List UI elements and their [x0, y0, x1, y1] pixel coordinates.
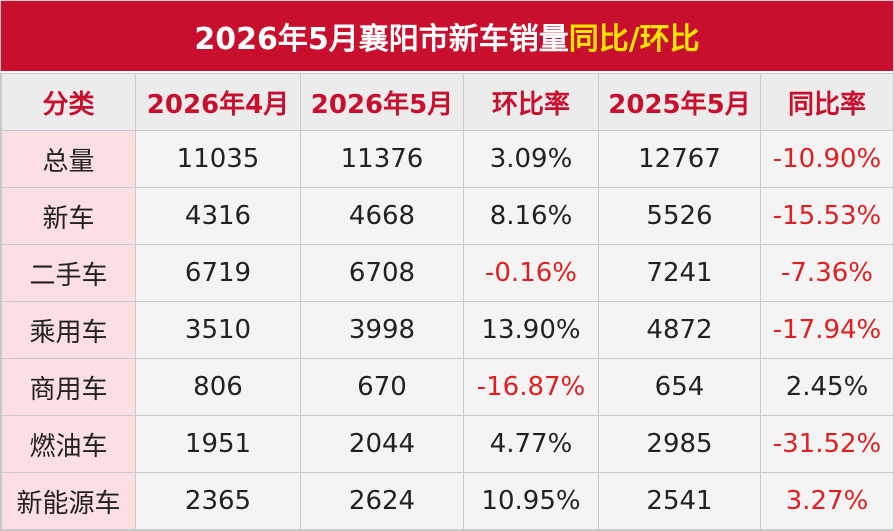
cell: 2044 — [300, 415, 464, 473]
column-header: 2026年4月 — [135, 73, 301, 131]
cell: 6708 — [300, 244, 464, 302]
title: 2026年5月襄阳市新车销量 — [194, 22, 569, 57]
row-label: 二手车 — [1, 244, 136, 302]
sales-table: 分类 2026年4月 2026年5月 环比率 2025年5月 同比率 总量 11035 113… — [1, 73, 894, 530]
table-row: 商用车 806 670 -16.87% 654 2.45% — [1, 358, 894, 416]
table-row: 新车 4316 4668 8.16% 5526 -15.53% — [1, 187, 894, 245]
row-label: 新车 — [1, 187, 136, 245]
title-highlight: 同比/环比 — [568, 22, 700, 57]
column-header: 分类 — [1, 73, 136, 131]
cell: 654 — [598, 358, 761, 416]
cell: 2.45% — [760, 358, 894, 416]
column-header: 环比率 — [463, 73, 599, 131]
cell: 4668 — [300, 187, 464, 245]
cell: 1951 — [135, 415, 301, 473]
row-label: 商用车 — [1, 358, 136, 416]
cell: 3.27% — [760, 472, 894, 530]
cell: 4316 — [135, 187, 301, 245]
cell: 2541 — [598, 472, 761, 530]
cell: 4.77% — [463, 415, 599, 473]
cell: -31.52% — [760, 415, 894, 473]
cell: 806 — [135, 358, 301, 416]
cell: -10.90% — [760, 130, 894, 188]
row-label: 新能源车 — [1, 472, 136, 530]
cell: -7.36% — [760, 244, 894, 302]
cell: -0.16% — [463, 244, 599, 302]
cell: -16.87% — [463, 358, 599, 416]
cell: -15.53% — [760, 187, 894, 245]
header-row: 分类 2026年4月 2026年5月 环比率 2025年5月 同比率 — [1, 73, 894, 131]
cell: 6719 — [135, 244, 301, 302]
cell: 11035 — [135, 130, 301, 188]
cell: 2624 — [300, 472, 464, 530]
table-row: 燃油车 1951 2044 4.77% 2985 -31.52% — [1, 415, 894, 473]
cell: 13.90% — [463, 301, 599, 359]
column-header: 同比率 — [760, 73, 894, 131]
table-row: 乘用车 3510 3998 13.90% 4872 -17.94% — [1, 301, 894, 359]
table-row: 二手车 6719 6708 -0.16% 7241 -7.36% — [1, 244, 894, 302]
cell: 4872 — [598, 301, 761, 359]
cell: -17.94% — [760, 301, 894, 359]
row-label: 燃油车 — [1, 415, 136, 473]
column-header: 2025年5月 — [598, 73, 761, 131]
cell: 8.16% — [463, 187, 599, 245]
cell: 3510 — [135, 301, 301, 359]
cell: 7241 — [598, 244, 761, 302]
cell: 5526 — [598, 187, 761, 245]
column-header: 2026年5月 — [300, 73, 464, 131]
cell: 12767 — [598, 130, 761, 188]
cell: 2365 — [135, 472, 301, 530]
title-bar: 2026年5月襄阳市新车销量 同比/环比 — [1, 1, 893, 73]
cell: 3.09% — [463, 130, 599, 188]
cell: 2985 — [598, 415, 761, 473]
row-label: 总量 — [1, 130, 136, 188]
cell: 670 — [300, 358, 464, 416]
cell: 11376 — [300, 130, 464, 188]
cell: 3998 — [300, 301, 464, 359]
row-label: 乘用车 — [1, 301, 136, 359]
cell: 10.95% — [463, 472, 599, 530]
table-row: 新能源车 2365 2624 10.95% 2541 3.27% — [1, 472, 894, 530]
table-row: 总量 11035 11376 3.09% 12767 -10.90% — [1, 130, 894, 188]
